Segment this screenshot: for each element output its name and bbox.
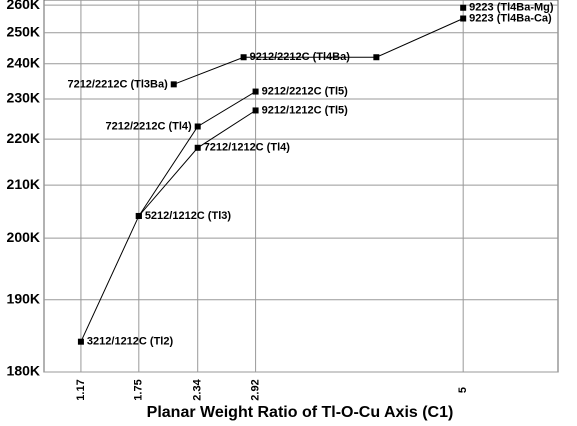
series-line (80, 110, 256, 342)
y-tick-label: 210K (7, 176, 40, 192)
x-tick-label: 2.34 (192, 378, 204, 400)
data-point (170, 81, 177, 88)
x-tick-label: 2.92 (249, 379, 261, 400)
point-label: 7212/2212C (Tl4) (105, 120, 192, 132)
data-point (194, 123, 201, 130)
point-label: 3212/1212C (Tl2) (87, 336, 174, 348)
x-tick-label: 5 (457, 387, 469, 393)
point-label: 5212/1212C (Tl3) (145, 210, 232, 222)
data-point (135, 212, 142, 219)
point-label: 9223 (Tl4Ba-Ca) (469, 12, 552, 24)
data-point (252, 107, 259, 114)
data-point (460, 4, 467, 11)
data-point (252, 88, 259, 95)
y-tick-label: 250K (7, 23, 40, 39)
data-point (373, 54, 380, 61)
data-point (240, 54, 247, 61)
y-tick-label: 180K (7, 363, 40, 379)
y-tick-label: 230K (7, 90, 40, 106)
point-label: 9223 (Tl4Ba-Mg) (469, 2, 554, 14)
y-tick-label: 190K (7, 290, 40, 306)
data-point (460, 15, 467, 22)
point-label: 9212/1212C (Tl5) (262, 104, 349, 116)
y-tick-label: 220K (7, 130, 40, 146)
y-tick-label: 200K (7, 229, 40, 245)
y-tick-label: 260K (7, 0, 40, 12)
y-tick-label: 240K (7, 54, 40, 70)
point-label: 7212/1212C (Tl4) (204, 142, 291, 154)
point-label: 7212/2212C (Tl3Ba) (67, 78, 168, 90)
x-tick-label: 1.75 (133, 379, 145, 400)
point-label: 9212/2212C (Tl5) (262, 85, 349, 97)
data-point (194, 144, 201, 151)
x-tick-label: 1.17 (75, 379, 87, 400)
series-line (173, 18, 464, 85)
point-label: 9212/2212C (Tl4Ba) (250, 51, 351, 63)
x-axis-title: Planar Weight Ratio of Tl-O-Cu Axis (C1) (147, 404, 454, 421)
data-point (77, 338, 84, 345)
